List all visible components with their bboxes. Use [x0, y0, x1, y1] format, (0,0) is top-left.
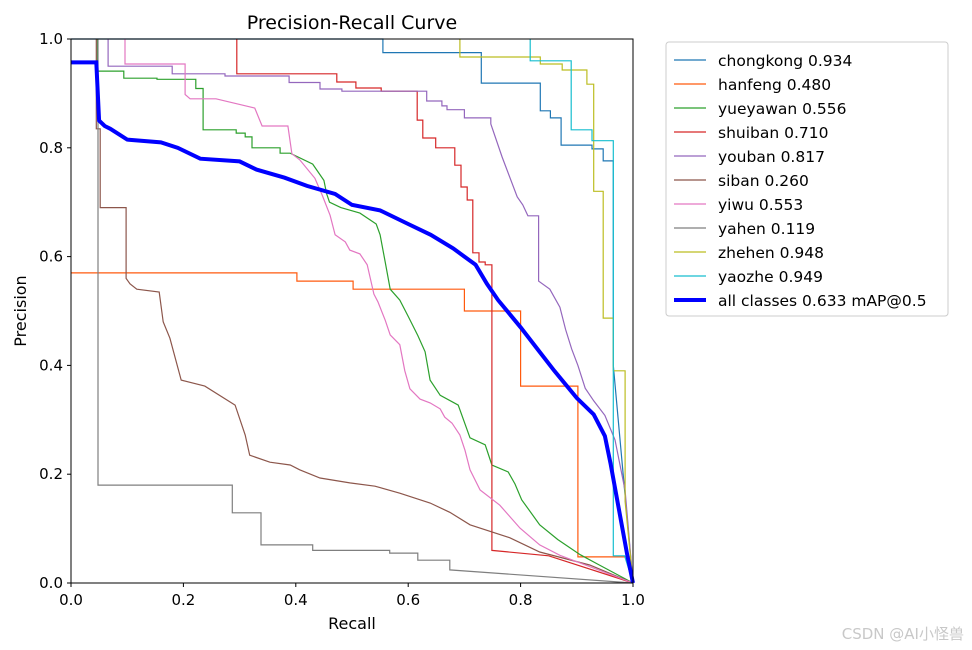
legend-entry: youban 0.817: [718, 148, 825, 166]
series-line-yueyawan: [96, 39, 634, 584]
y-tick-label: 0.0: [39, 574, 63, 592]
legend-box: [665, 41, 949, 317]
series-line-shuiban: [236, 39, 634, 584]
series-line-siban: [95, 39, 634, 584]
legend-entry: zhehen 0.948: [718, 244, 824, 262]
series-line-yaozhe: [529, 39, 634, 584]
x-axis-label: Recall: [328, 614, 376, 633]
legend-entry: yahen 0.119: [718, 220, 815, 238]
y-tick-label: 0.4: [39, 356, 63, 374]
x-tick-label: 0.8: [509, 591, 533, 609]
legend-entry: yiwu 0.553: [718, 196, 803, 214]
x-tick-label: 0.4: [284, 591, 308, 609]
legend-entry: siban 0.260: [718, 172, 809, 190]
legend-entry: chongkong 0.934: [718, 52, 852, 70]
y-tick-label: 0.8: [39, 139, 63, 157]
watermark: CSDN @AI小怪兽: [841, 625, 964, 643]
x-tick-label: 0.0: [59, 591, 83, 609]
y-tick-label: 0.6: [39, 248, 63, 266]
series-line-zhehen: [459, 39, 634, 584]
series-line-hanfeng: [71, 272, 634, 584]
y-axis: 0.0 0.2 0.4 0.6 0.8 1.0: [39, 30, 71, 592]
x-tick-label: 0.6: [396, 591, 420, 609]
chart-title: Precision-Recall Curve: [247, 12, 457, 34]
series-line-yahen: [97, 39, 634, 584]
series-line-chongkong: [71, 38, 634, 584]
series-line-all: [71, 60, 635, 584]
x-axis: 0.0 0.2 0.4 0.6 0.8 1.0: [59, 583, 645, 609]
y-tick-label: 1.0: [39, 30, 63, 48]
y-tick-label: 0.2: [39, 465, 63, 483]
legend: chongkong 0.934 hanfeng 0.480 yueyawan 0.5…: [665, 41, 949, 317]
series-line-yiwu: [124, 39, 634, 584]
legend-entry: hanfeng 0.480: [718, 76, 831, 94]
series-line-youban: [107, 39, 634, 584]
x-tick-label: 1.0: [621, 591, 645, 609]
legend-entry: all classes 0.633 mAP@0.5: [718, 292, 927, 310]
legend-entry: shuiban 0.710: [718, 124, 829, 142]
x-tick-label: 0.2: [171, 591, 195, 609]
plot-frame: [70, 38, 634, 584]
legend-entry: yueyawan 0.556: [718, 100, 847, 118]
series-layer: [71, 38, 635, 584]
legend-entry: yaozhe 0.949: [718, 268, 823, 286]
y-axis-label: Precision: [11, 275, 30, 346]
